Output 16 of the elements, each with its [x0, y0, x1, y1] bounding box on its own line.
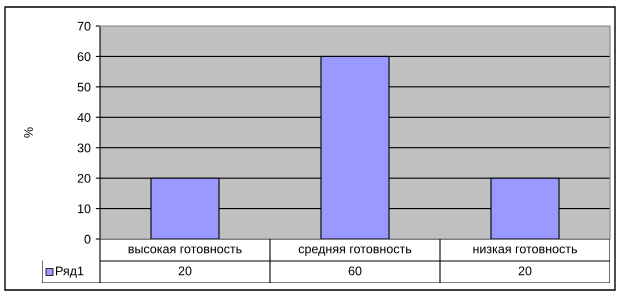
data-label: 60	[348, 266, 362, 276]
legend-label: Ряд1	[56, 266, 84, 278]
y-tick-label: 10	[78, 204, 90, 214]
data-label: 20	[178, 266, 192, 276]
x-tick-label: высокая готовность	[128, 246, 242, 254]
data-label: 20	[518, 266, 532, 276]
y-tick-label: 60	[78, 52, 90, 62]
y-tick-label: 40	[77, 113, 90, 122]
y-tick-label: 0	[84, 234, 90, 244]
y-tick-label: 30	[78, 144, 90, 152]
y-tick-label: 50	[78, 82, 90, 92]
y-axis-title: %	[24, 127, 33, 138]
x-tick-label: средняя готовность	[298, 246, 412, 256]
x-tick-label: низкая готовность	[473, 246, 578, 254]
y-tick-label: 20	[78, 174, 90, 183]
y-tick-label: 70	[78, 22, 90, 31]
